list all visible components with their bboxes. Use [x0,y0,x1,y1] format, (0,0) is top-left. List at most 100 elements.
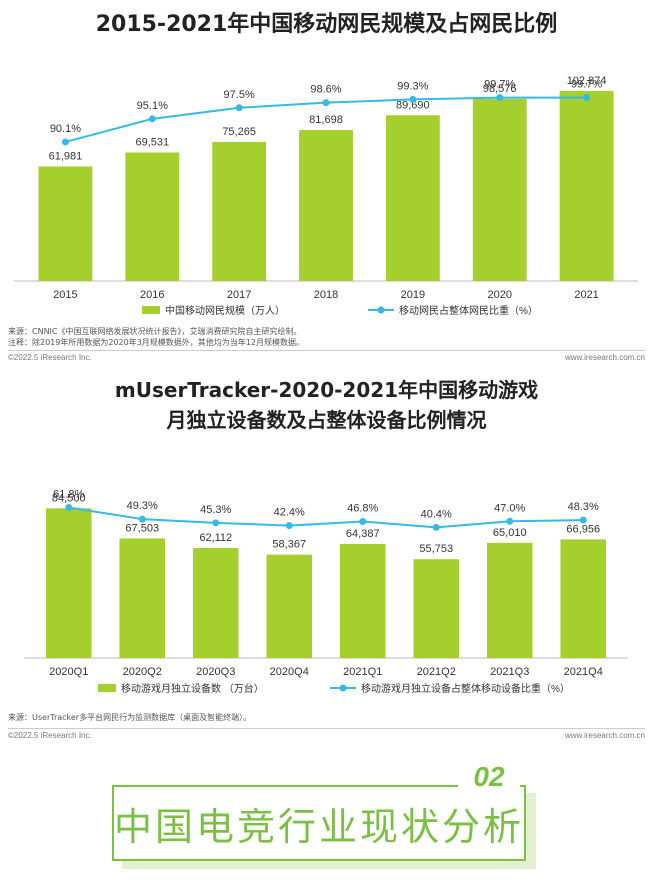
chart1-source-line: 来源：CNNIC《中国互联网络发展状况统计报告》，艾瑞消费研究院自主研究绘制。 [8,327,302,336]
chart2-bar-label: 58,367 [272,539,306,551]
chart1-line-point [583,94,591,102]
chart1-bar-label: 98,576 [483,83,517,95]
chart2-title-line1: mUserTracker-2020-2021年中国移动游戏 [114,378,539,402]
chart1-bar [125,152,180,281]
chart2-line [68,506,584,529]
chart1-legend-line-label: 移动网民占整体网民比重（%） [399,304,538,317]
chart2-bar [119,538,166,658]
chart2-bar-label: 65,010 [493,527,527,539]
chart1-legend-bar-label: 中国移动网民规模（万人） [165,304,285,317]
chart1-note-line: 注释：除2019年所用数据为2020年3月规模数据外，其他均为当年12月规模数据… [8,338,304,347]
chart2-line-point [65,504,73,512]
chart2-footer: ©2022.5 iResearch Inc. www.iresearch.com… [8,728,645,740]
chart2-legend-bar-swatch [98,684,116,692]
chart1-line-point [322,99,330,107]
chart1-x-tick: 2018 [314,289,338,301]
chart2-line-label: 49.3% [127,500,158,512]
chart2-line-point [212,519,220,527]
chart1-website: www.iresearch.com.cn [564,353,645,362]
chart1-x-tick: 2016 [140,289,164,301]
chart2-x-tick: 2021Q2 [417,666,456,678]
chart2-legend-line-label: 移动游戏月独立设备占整体移动设备比重（%） [361,682,570,695]
chart1-line-label: 95.1% [137,100,168,112]
chart2-bar-label: 64,387 [346,528,380,540]
chart2-bar-label: 66,956 [566,523,600,535]
chart1-bar-label: 89,690 [396,99,430,111]
chart2-bar [45,508,92,658]
chart1-bar-label: 61,981 [49,150,83,162]
chart2-bar-label: 62,112 [199,532,232,544]
chart1-bar-label: 102,874 [567,75,607,87]
chart1-bar-label: 75,265 [222,126,256,138]
chart2-line-label: 47.0% [494,502,525,514]
chart1-title: 2015-2021年中国移动网民规模及占网民比例 [95,12,558,37]
chart1-line-point [148,115,156,123]
chart2-line-label: 42.4% [274,507,305,519]
chart2-bar-label: 55,753 [419,543,453,555]
chart2-line-label: 48.3% [568,501,599,513]
chart2-bar [266,554,313,658]
chart1-source: 来源：CNNIC《中国互联网络发展状况统计报告》，艾瑞消费研究院自主研究绘制。 … [8,326,304,348]
chart1-x-tick: 2015 [53,289,77,301]
chart1-copyright: ©2022.5 iResearch Inc. [8,353,92,362]
chart2-bar [486,542,533,658]
chart2-svg: 84,500 2020Q1 67,503 2020Q2 62,112 2020Q3 58,3… [24,489,628,695]
chart2-x-tick: 2020Q3 [196,666,235,678]
chart1-bar [38,166,93,281]
chart2-bar-label: 84,500 [52,492,86,504]
chart1-legend-line-marker [377,306,385,314]
chart1-line-label: 90.1% [50,123,81,135]
chart1-bar [472,98,527,282]
chart2-line-label: 40.4% [421,508,452,520]
chart2-line-label: 46.8% [347,502,378,514]
chart1-footer: ©2022.5 iResearch Inc. www.iresearch.com… [8,350,645,362]
chart2-website: www.iresearch.com.cn [564,731,645,740]
chart1-line-label: 99.3% [397,80,428,92]
chart1-line-label: 99.7% [484,79,515,91]
section-box [112,785,526,861]
chart1-bar-label: 69,531 [135,137,169,149]
chart2-x-tick: 2021Q4 [564,666,603,678]
chart2-bar [413,559,460,658]
chart2-legend-line-marker [339,684,347,692]
chart1-x-tick: 2021 [574,289,598,301]
chart2-x-tick: 2020Q1 [49,666,88,678]
chart2-line-label: 61.8% [53,489,84,501]
chart2-bar [339,543,386,658]
chart2-line-label: 45.3% [200,504,231,516]
chart2-line-point [138,515,146,523]
chart1-bar [212,141,267,281]
chart2-line-point [432,523,440,531]
chart1-bar [559,90,614,281]
chart1-line-point [235,104,243,112]
chart2-x-tick: 2021Q1 [343,666,382,678]
chart1-bar-label: 81,698 [309,114,343,126]
chart1-x-tick: 2017 [227,289,251,301]
chart2-x-tick: 2021Q3 [490,666,529,678]
chart2-copyright: ©2022.5 iResearch Inc. [8,731,92,740]
section-title: 中国电竞行业现状分析 [113,805,524,849]
chart2-line-point [359,517,367,525]
chart2-x-tick: 2020Q4 [270,666,309,678]
chart2-bar [192,547,239,658]
chart1-line-label: 97.5% [224,89,255,101]
chart1-svg: 61,981 2015 69,531 2016 75,265 2017 81,698 2018… [14,75,638,317]
chart1-x-tick: 2020 [487,289,511,301]
chart2-title-line2: 月独立设备数及占整体设备比例情况 [166,408,487,432]
chart1-legend-bar-swatch [142,306,160,314]
chart2-source-line: 来源：UserTracker多平台网民行为监测数据库（桌面及智能终端）。 [8,713,252,722]
chart1-line-label: 99.7% [571,79,602,91]
chart1-bar [385,115,440,282]
chart2-line-point [579,516,587,524]
chart1-line-point [409,95,417,103]
chart1-bar [299,130,353,281]
chart1-line-point [61,138,69,146]
section-number: 02 [458,760,520,794]
chart1-x-tick: 2019 [401,289,425,301]
chart2-bar-label: 67,503 [125,522,159,534]
chart1-line-label: 98.6% [310,84,341,96]
chart2-source: 来源：UserTracker多平台网民行为监测数据库（桌面及智能终端）。 [8,712,251,723]
chart2-bar [560,539,607,658]
chart2-line-point [285,522,293,530]
chart2-x-tick: 2020Q2 [123,666,162,678]
